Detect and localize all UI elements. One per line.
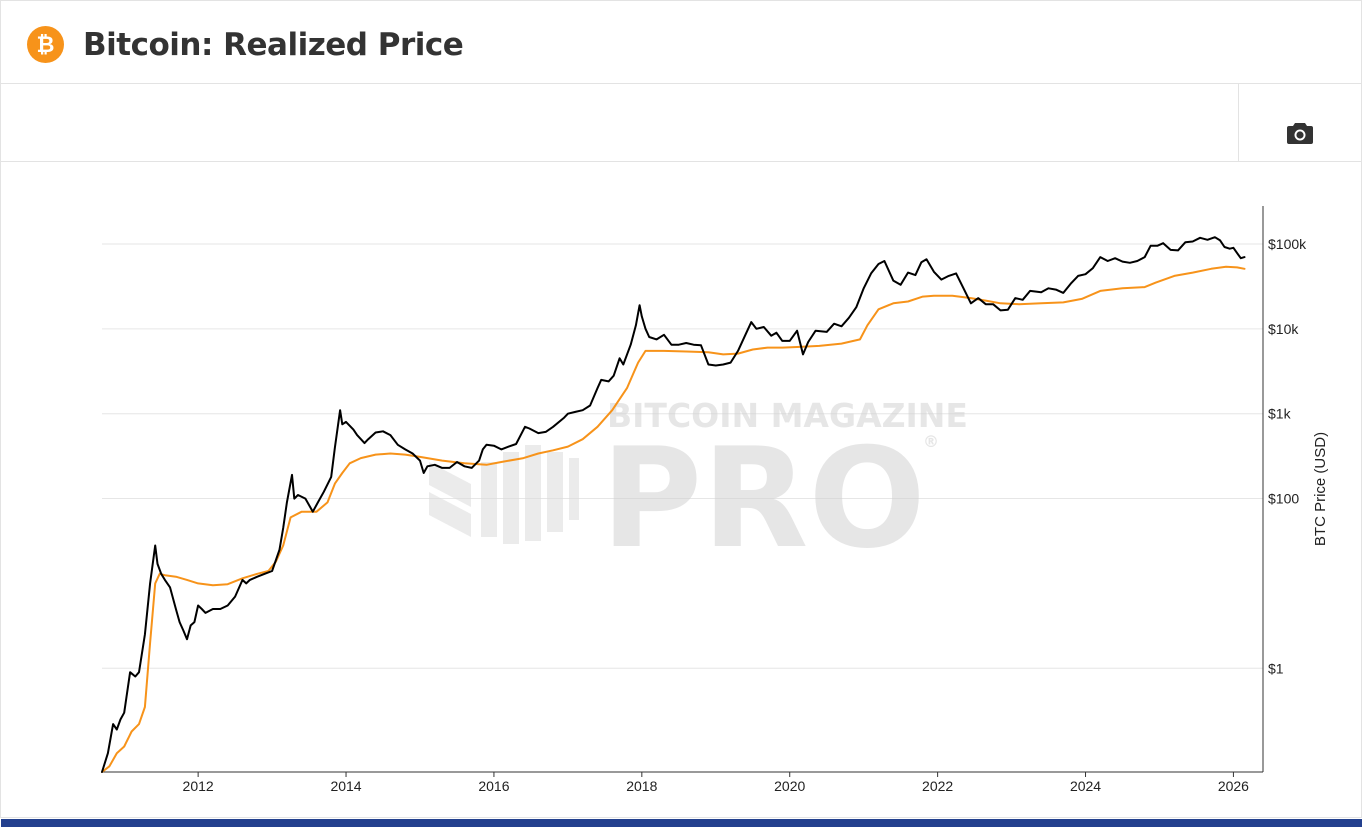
y-tick-label: $1k <box>1268 406 1292 422</box>
footer-bar <box>1 819 1362 827</box>
realized-series-line <box>101 265 1246 773</box>
x-tick-label: 2024 <box>1070 778 1101 794</box>
chart-toolbar <box>1 84 1362 162</box>
series <box>101 236 1246 773</box>
x-tick-label: 2018 <box>626 778 657 794</box>
watermark: BITCOIN MAGAZINE PRO ® <box>429 396 968 579</box>
x-tick-label: 2022 <box>922 778 953 794</box>
price-series-line <box>101 236 1246 773</box>
watermark-line1: BITCOIN MAGAZINE <box>607 396 968 435</box>
axes <box>102 206 1264 777</box>
toolbar-divider <box>1238 84 1239 161</box>
realized-price-chart[interactable]: BITCOIN MAGAZINE PRO ® $1 $100 $1k $10k $100… <box>1 162 1362 819</box>
camera-icon[interactable] <box>1286 121 1314 145</box>
bitcoin-logo-icon: ₿ <box>27 26 64 63</box>
x-tick-label: 2012 <box>183 778 214 794</box>
y-tick-label: $10k <box>1268 321 1299 337</box>
watermark-line2: PRO <box>601 418 926 579</box>
y-tick-label: $1 <box>1268 660 1284 676</box>
x-tick-label: 2016 <box>478 778 509 794</box>
x-tick-label: 2014 <box>330 778 361 794</box>
page-title: Bitcoin: Realized Price <box>83 27 464 63</box>
x-tick-label: 2026 <box>1218 778 1249 794</box>
y-axis-title: BTC Price (USD) <box>1312 432 1329 546</box>
watermark-registered: ® <box>923 432 939 451</box>
y-tick-label: $100k <box>1268 236 1307 252</box>
watermark-logo-icon <box>429 445 579 544</box>
tick-labels: $1 $100 $1k $10k $100k 2012 2014 2016 2018 2020 20… <box>183 236 1308 794</box>
grid-lines <box>102 243 1263 669</box>
chart-header: ₿ Bitcoin: Realized Price <box>1 1 1362 84</box>
y-tick-label: $100 <box>1268 491 1299 507</box>
x-tick-label: 2020 <box>774 778 805 794</box>
